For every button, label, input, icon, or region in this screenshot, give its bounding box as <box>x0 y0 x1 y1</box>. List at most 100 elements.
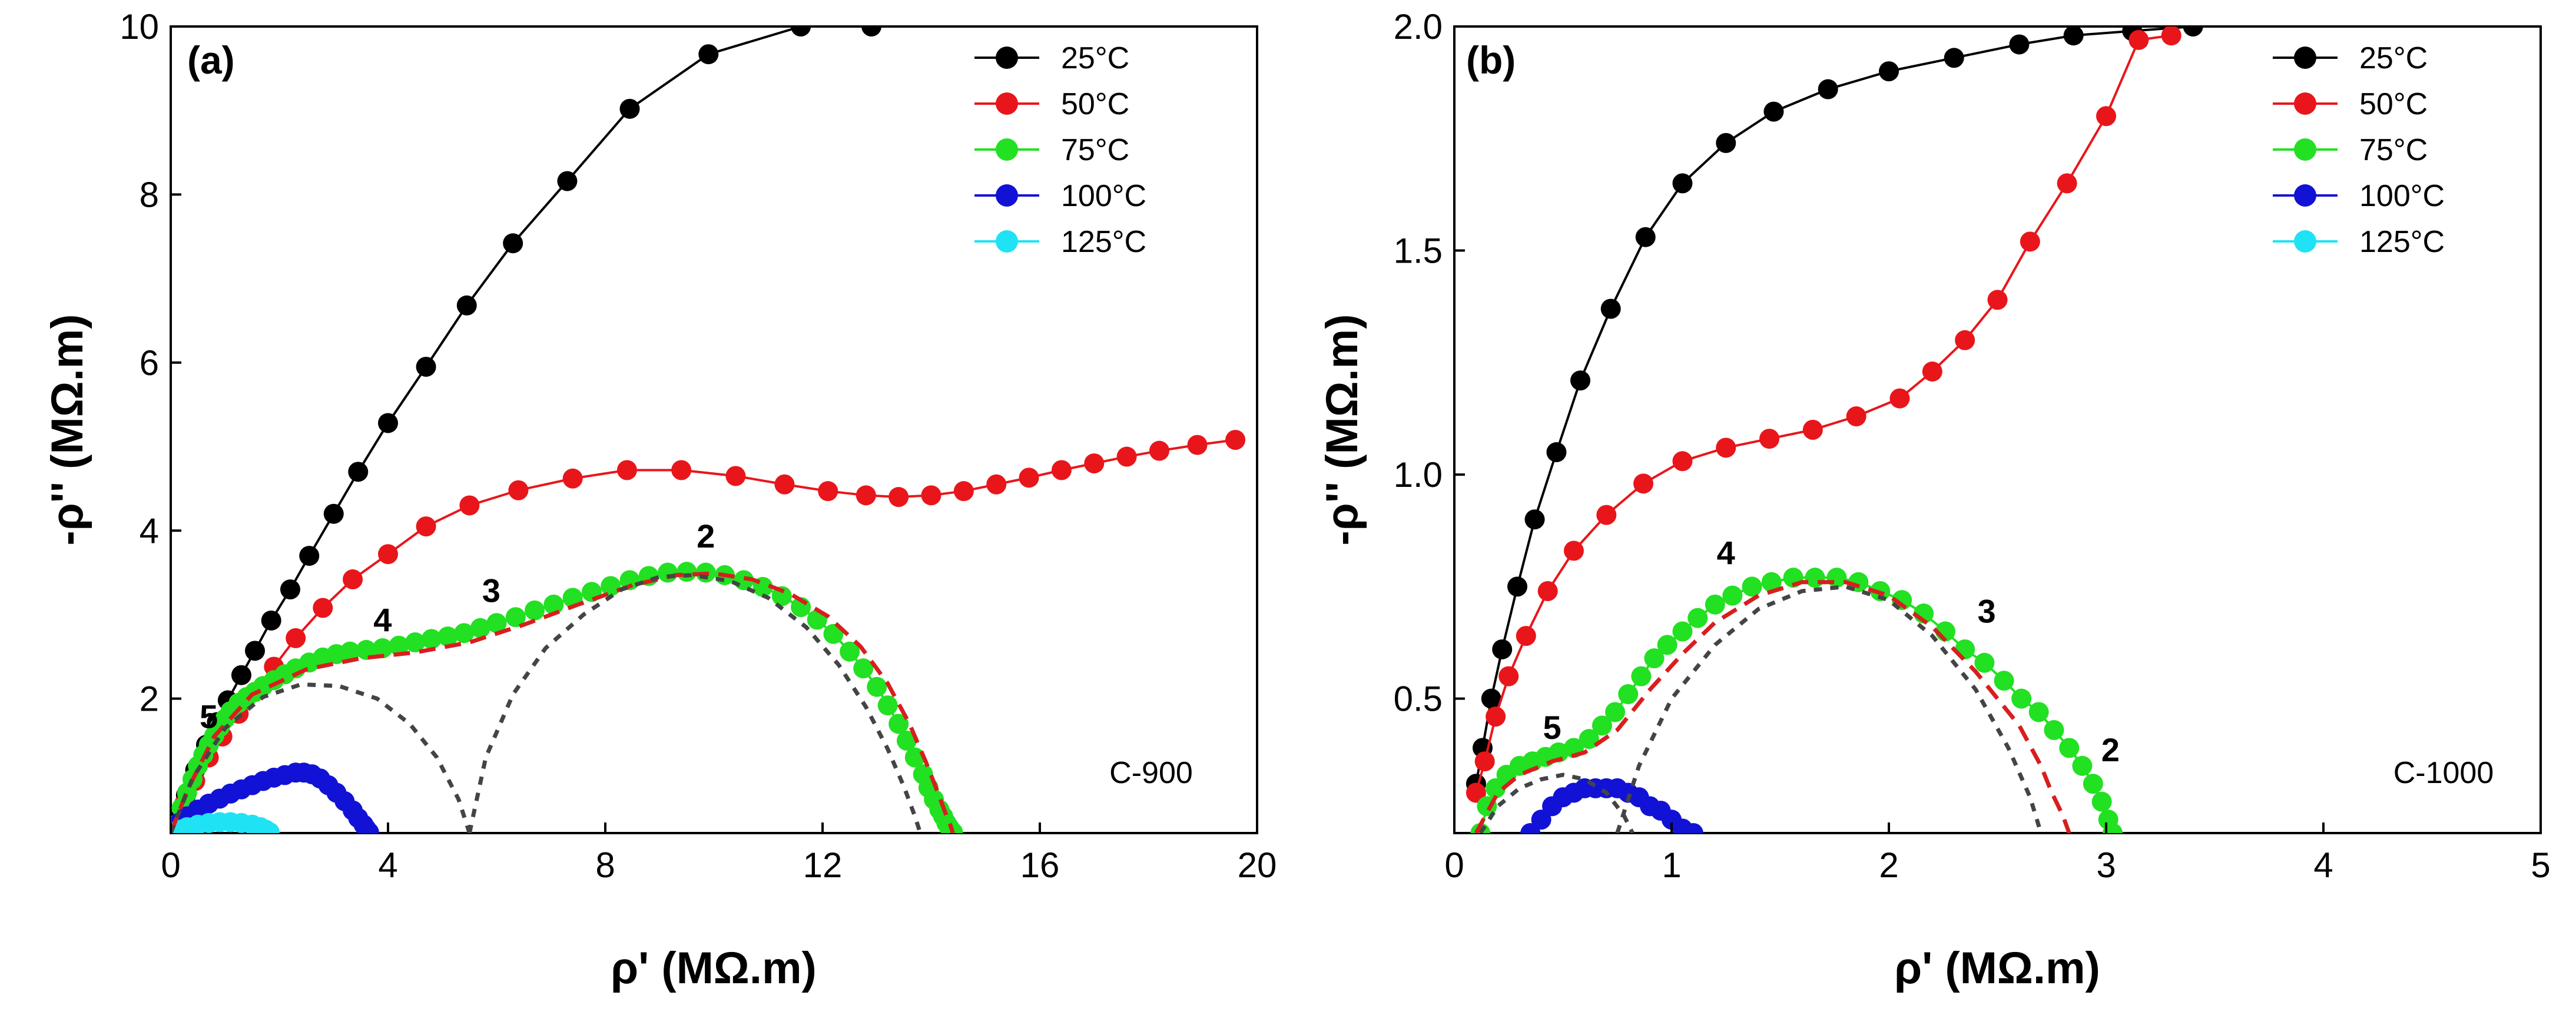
plot-frame-a <box>170 25 1258 834</box>
data-point-50-c <box>1955 330 1975 350</box>
fit-curve-total-fit <box>1474 580 2071 833</box>
peak-label: 4 <box>1717 534 1735 571</box>
y-tick-label: 4 <box>140 511 159 550</box>
data-point-50-c <box>1474 751 1495 772</box>
x-tick-label: 3 <box>2096 845 2116 885</box>
x-tick-label: 0 <box>1444 845 1464 885</box>
data-point-50-c <box>1537 581 1558 601</box>
fit-curves-a <box>171 571 955 833</box>
series-line-25-c <box>176 26 872 821</box>
data-point-25-c <box>1600 298 1621 319</box>
data-point-25-c <box>2009 34 2030 55</box>
data-point-25-c <box>1818 79 1838 99</box>
y-tick-label: 1.0 <box>1394 455 1443 495</box>
panel-label-b: (b) <box>1466 38 1516 82</box>
data-point-75-c <box>619 570 640 591</box>
legend-label-125-c: 125°C <box>2359 225 2445 259</box>
x-tick-label: 1 <box>1662 845 1681 885</box>
legend-label-50-c: 50°C <box>1061 87 1129 121</box>
data-point-75-c <box>2044 719 2064 740</box>
data-point-25-c <box>1546 442 1567 463</box>
data-point-25-c <box>280 579 300 600</box>
data-point-50-c <box>856 485 876 506</box>
data-marks-b <box>1466 26 2203 833</box>
data-point-75-c <box>1805 568 1825 588</box>
data-point-50-c <box>818 481 838 502</box>
legend-marker-100-c <box>996 184 1018 207</box>
data-point-50-c <box>1486 706 1506 727</box>
series-line-50-c <box>1474 34 2171 794</box>
data-point-100-c <box>1683 823 1703 833</box>
legend-marker-25-c <box>2294 47 2316 69</box>
data-point-50-c <box>562 468 583 489</box>
data-point-50-c <box>953 481 974 502</box>
data-point-75-c <box>421 629 442 649</box>
data-point-75-c <box>1672 621 1693 642</box>
legend-label-25-c: 25°C <box>1061 41 1129 75</box>
data-point-75-c <box>1705 594 1725 615</box>
data-point-75-c <box>1994 671 2014 691</box>
x-tick-label: 4 <box>378 845 397 885</box>
data-point-50-c <box>888 487 909 508</box>
x-tick-label: 16 <box>1020 845 1060 885</box>
y-tick-label: 10 <box>120 7 159 47</box>
data-point-50-c <box>1596 505 1617 525</box>
peak-label: 5 <box>200 698 218 735</box>
data-point-75-c <box>372 638 393 659</box>
data-point-25-c <box>1635 227 1656 247</box>
data-point-75-c <box>405 632 426 653</box>
data-point-75-c <box>356 639 377 660</box>
data-point-25-c <box>861 26 882 37</box>
data-point-75-c <box>470 618 490 638</box>
legend-marker-75-c <box>2294 138 2316 161</box>
data-point-75-c <box>1657 635 1677 655</box>
data-point-25-c <box>1879 61 1899 82</box>
data-point-25-c <box>1716 132 1736 153</box>
x-tick-label: 20 <box>1238 845 1277 885</box>
legend-label-125-c: 125°C <box>1061 225 1146 259</box>
data-point-75-c <box>525 600 545 621</box>
peak-label: 3 <box>482 572 500 609</box>
legend-a: 25°C 50°C 75°C 100°C 125°C <box>974 41 1146 259</box>
data-point-50-c <box>616 460 637 480</box>
data-point-25-c <box>299 546 320 566</box>
data-point-50-c <box>1051 460 1072 480</box>
legend-marker-100-c <box>2294 184 2316 207</box>
data-point-25-c <box>416 356 436 377</box>
data-point-75-c <box>867 676 887 697</box>
peak-label: 3 <box>1977 592 1995 629</box>
data-point-75-c <box>1742 576 1762 597</box>
legend-b: 25°C 50°C 75°C 100°C 125°C <box>2273 41 2445 259</box>
data-point-75-c <box>2083 774 2103 794</box>
peak-annotations-b: 4 3 5 2 <box>1543 534 2119 768</box>
data-point-50-c <box>921 485 941 506</box>
data-point-50-c <box>1716 437 1736 458</box>
legend-label-50-c: 50°C <box>2359 87 2428 121</box>
data-point-75-c <box>1631 666 1652 686</box>
data-point-50-c <box>2161 26 2182 46</box>
data-point-25-c <box>1481 688 1501 709</box>
data-point-25-c <box>244 641 265 661</box>
data-point-75-c <box>1688 608 1708 628</box>
data-point-75-c <box>1761 572 1782 592</box>
data-point-75-c <box>1486 778 1506 798</box>
data-point-100-c <box>359 822 379 833</box>
series-line-50-c <box>175 439 1236 825</box>
data-point-50-c <box>725 466 746 486</box>
legend-marker-75-c <box>996 138 1018 161</box>
data-point-25-c <box>1507 576 1528 597</box>
data-point-50-c <box>774 474 795 495</box>
legend-marker-125-c <box>2294 230 2316 253</box>
data-point-75-c <box>454 623 475 644</box>
data-point-25-c <box>1492 639 1513 659</box>
x-axis-label-b: ρ' (MΩ.m) <box>1894 943 2100 993</box>
data-point-75-c <box>1826 568 1847 588</box>
legend-marker-125-c <box>996 230 1018 253</box>
data-point-75-c <box>1722 585 1743 606</box>
data-point-75-c <box>2059 738 2080 758</box>
y-tick-label: 2.0 <box>1394 7 1443 47</box>
data-point-50-c <box>1498 666 1519 686</box>
data-point-75-c <box>437 626 458 647</box>
